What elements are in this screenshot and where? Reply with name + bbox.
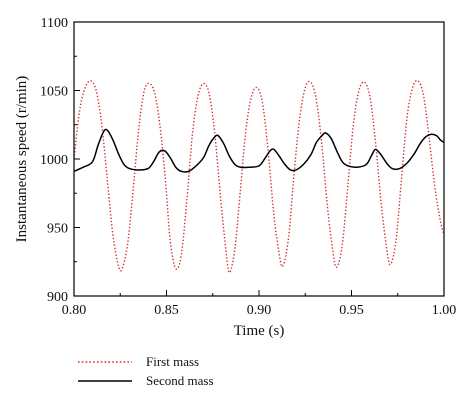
y-axis-ticks: 900 950 1000 1050 1100 <box>40 16 80 305</box>
x-axis-label: Time (s) <box>234 323 285 339</box>
legend-label-second-mass: Second mass <box>146 373 214 388</box>
x-tick-label: 1.00 <box>432 303 457 318</box>
y-tick-label: 900 <box>47 290 68 305</box>
legend-label-first-mass: First mass <box>146 354 199 369</box>
y-tick-label: 1050 <box>40 85 68 100</box>
y-tick-label: 950 <box>47 222 68 237</box>
x-tick-label: 0.90 <box>247 303 272 318</box>
y-tick-label: 1100 <box>41 16 68 31</box>
plot-lines <box>73 79 445 274</box>
x-tick-label: 0.80 <box>62 303 87 318</box>
y-tick-label: 1000 <box>40 153 68 168</box>
x-axis-ticks: 0.80 0.85 0.90 0.95 1.00 <box>62 290 457 318</box>
y-axis-label: Instantaneous speed (r/min) <box>14 76 30 243</box>
legend: First mass Second mass <box>78 354 214 388</box>
x-tick-label: 0.85 <box>154 303 179 318</box>
x-tick-label: 0.95 <box>339 303 364 318</box>
series-line-second-mass <box>73 128 445 173</box>
